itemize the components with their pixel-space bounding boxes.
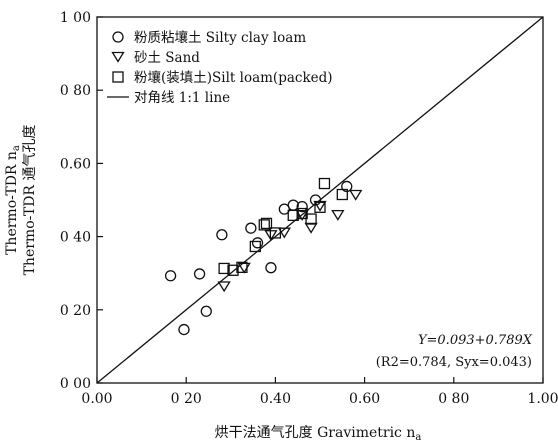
y-tick-label: 0 20 — [60, 303, 91, 319]
point-sand — [277, 227, 291, 239]
x-tick-label: 0.40 — [260, 391, 291, 407]
point-silty-clay-loam — [178, 323, 190, 336]
x-axis-ticks: 0.00 0 20 0.40 0.60 0 80 1.00 — [81, 377, 558, 407]
y-tick-label: 0.60 — [60, 156, 91, 172]
data-points — [164, 177, 363, 336]
x-tick-label: 0.60 — [349, 391, 380, 407]
point-silt-loam — [287, 209, 299, 222]
x-axis-title-main: 烘干法通气孔度 Gravimetric n — [215, 425, 416, 441]
y-axis-title-line2-main: Thermo-TDR n — [4, 151, 20, 255]
point-silt-loam — [305, 213, 317, 225]
y-tick-label: 0 80 — [60, 83, 91, 99]
y-tick-label: 0 40 — [60, 230, 91, 246]
y-tick-label: 1 00 — [60, 10, 91, 26]
point-silty-clay-loam — [200, 305, 212, 317]
legend-label-silty-clay-loam: 粉质粘壤土 Silty clay loam — [134, 29, 306, 46]
legend-marker-silt-loam — [112, 71, 124, 83]
point-silt-loam — [314, 201, 326, 213]
y-axis-ticks: 0 00 0 20 0 40 0.60 0 80 1 00 — [60, 10, 103, 392]
point-silt-loam — [269, 227, 282, 239]
point-silt-loam — [258, 219, 270, 231]
y-tick-label: 0 00 — [60, 376, 91, 392]
point-silty-clay-loam — [296, 200, 308, 213]
point-silty-clay-loam — [251, 237, 264, 249]
point-silty-clay-loam — [164, 270, 177, 282]
x-axis-title-sub: a — [415, 432, 421, 443]
point-silt-loam — [249, 240, 261, 253]
point-silt-loam — [336, 188, 348, 201]
x-axis-title: 烘干法通气孔度 Gravimetric na — [215, 425, 422, 443]
point-silt-loam — [260, 217, 273, 230]
plot-frame — [96, 16, 544, 384]
point-silt-loam — [218, 262, 230, 275]
legend-label-sand: 砂土 Sand — [134, 50, 200, 66]
x-tick-label: 0 20 — [171, 391, 202, 407]
x-tick-label: 0 80 — [438, 391, 469, 407]
y-axis-title-line2: Thermo-TDR na — [4, 145, 22, 255]
point-silt-loam — [236, 261, 248, 273]
regression-equation: Y=0.093+0.789X — [418, 333, 533, 348]
point-sand — [295, 209, 309, 221]
legend-label-silt-loam: 粉壤(装填土)Silt loam(packed) — [134, 69, 333, 86]
regression-stats: (R2=0.784, Syx=0.043) — [376, 355, 532, 370]
x-tick-label: 0.00 — [81, 391, 112, 407]
y-axis-title-line1: Thermo-TDR 通气孔度 — [22, 125, 38, 276]
point-silty-clay-loam — [245, 222, 257, 234]
point-sand — [349, 189, 363, 201]
legend-label-1-1-line: 对角线 1:1 line — [134, 90, 230, 106]
x-tick-label: 1.00 — [527, 391, 558, 407]
point-silty-clay-loam — [265, 262, 277, 274]
point-silt-loam — [227, 264, 239, 276]
point-sand — [217, 281, 231, 293]
point-silty-clay-loam — [216, 229, 228, 241]
point-sand — [313, 200, 327, 212]
point-silty-clay-loam — [193, 268, 206, 280]
point-silt-loam — [318, 177, 331, 190]
y-axis-title-line2-sub: a — [11, 145, 22, 151]
point-sand — [304, 222, 318, 234]
legend-marker-silty-clay-loam — [112, 31, 124, 43]
legend-marker-sand — [111, 51, 125, 63]
point-sand — [331, 209, 345, 221]
legend: 粉质粘壤土 Silty clay loam 砂土 Sand 粉壤(装填土)Sil… — [107, 29, 333, 106]
